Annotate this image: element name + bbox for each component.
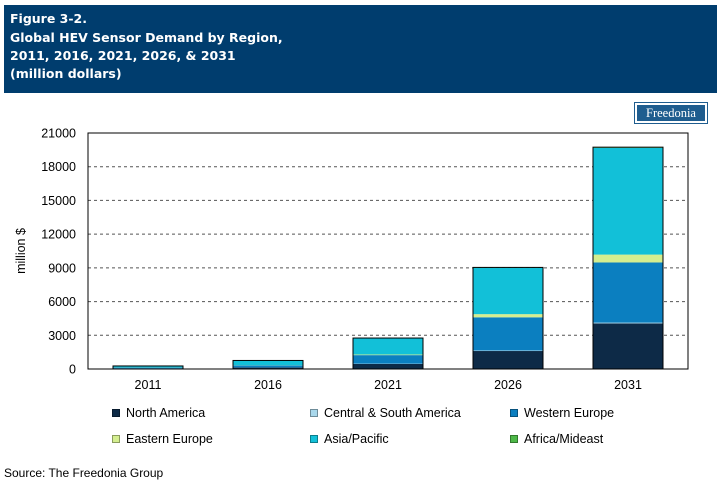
legend-label: North America: [126, 406, 205, 420]
bar-segment: [593, 255, 663, 263]
y-tick-label: 15000: [41, 194, 76, 208]
y-tick-label: 9000: [48, 261, 76, 275]
bar-segment: [473, 350, 543, 351]
bar-segment: [593, 262, 663, 322]
legend-label: Eastern Europe: [126, 432, 213, 446]
legend-item: Eastern Europe: [112, 432, 213, 446]
legend-label: Western Europe: [524, 406, 614, 420]
legend-swatch: [112, 435, 120, 443]
x-tick-label: 2011: [135, 378, 162, 392]
legend-item: Central & South America: [310, 406, 461, 420]
y-tick-label: 0: [69, 363, 76, 377]
legend-label: Africa/Mideast: [524, 432, 603, 446]
legend-swatch: [510, 435, 518, 443]
bar-segment: [593, 148, 663, 255]
y-tick-label: 6000: [48, 295, 76, 309]
legend-item: Asia/Pacific: [310, 432, 389, 446]
y-axis-label: million $: [14, 228, 28, 274]
legend-item: Africa/Mideast: [510, 432, 603, 446]
y-tick-label: 3000: [48, 329, 76, 343]
legend-item: Western Europe: [510, 406, 614, 420]
bar-segment: [593, 323, 663, 369]
legend-swatch: [112, 409, 120, 417]
bar-segment: [233, 366, 303, 368]
y-tick-label: 18000: [41, 160, 76, 174]
legend-swatch: [310, 409, 318, 417]
x-tick-label: 2026: [494, 378, 522, 392]
bar-segment: [113, 368, 183, 369]
bar-segment: [353, 338, 423, 354]
bar-segment: [593, 323, 663, 324]
legend-label: Central & South America: [324, 406, 461, 420]
source-note: Source: The Freedonia Group: [4, 466, 163, 480]
x-tick-label: 2021: [374, 378, 402, 392]
x-tick-label: 2031: [614, 378, 642, 392]
bar-segment: [473, 268, 543, 314]
y-tick-label: 21000: [41, 127, 76, 141]
x-tick-label: 2016: [254, 378, 282, 392]
legend-swatch: [310, 435, 318, 443]
legend-swatch: [510, 409, 518, 417]
bar-segment: [353, 355, 423, 364]
bar-segment: [473, 314, 543, 317]
legend-item: North America: [112, 406, 205, 420]
legend-label: Asia/Pacific: [324, 432, 389, 446]
y-tick-label: 12000: [41, 228, 76, 242]
bar-segment: [473, 317, 543, 350]
bar-segment: [353, 355, 423, 356]
bar-segment: [233, 361, 303, 366]
bar-segment: [473, 351, 543, 369]
bar-segment: [353, 364, 423, 369]
